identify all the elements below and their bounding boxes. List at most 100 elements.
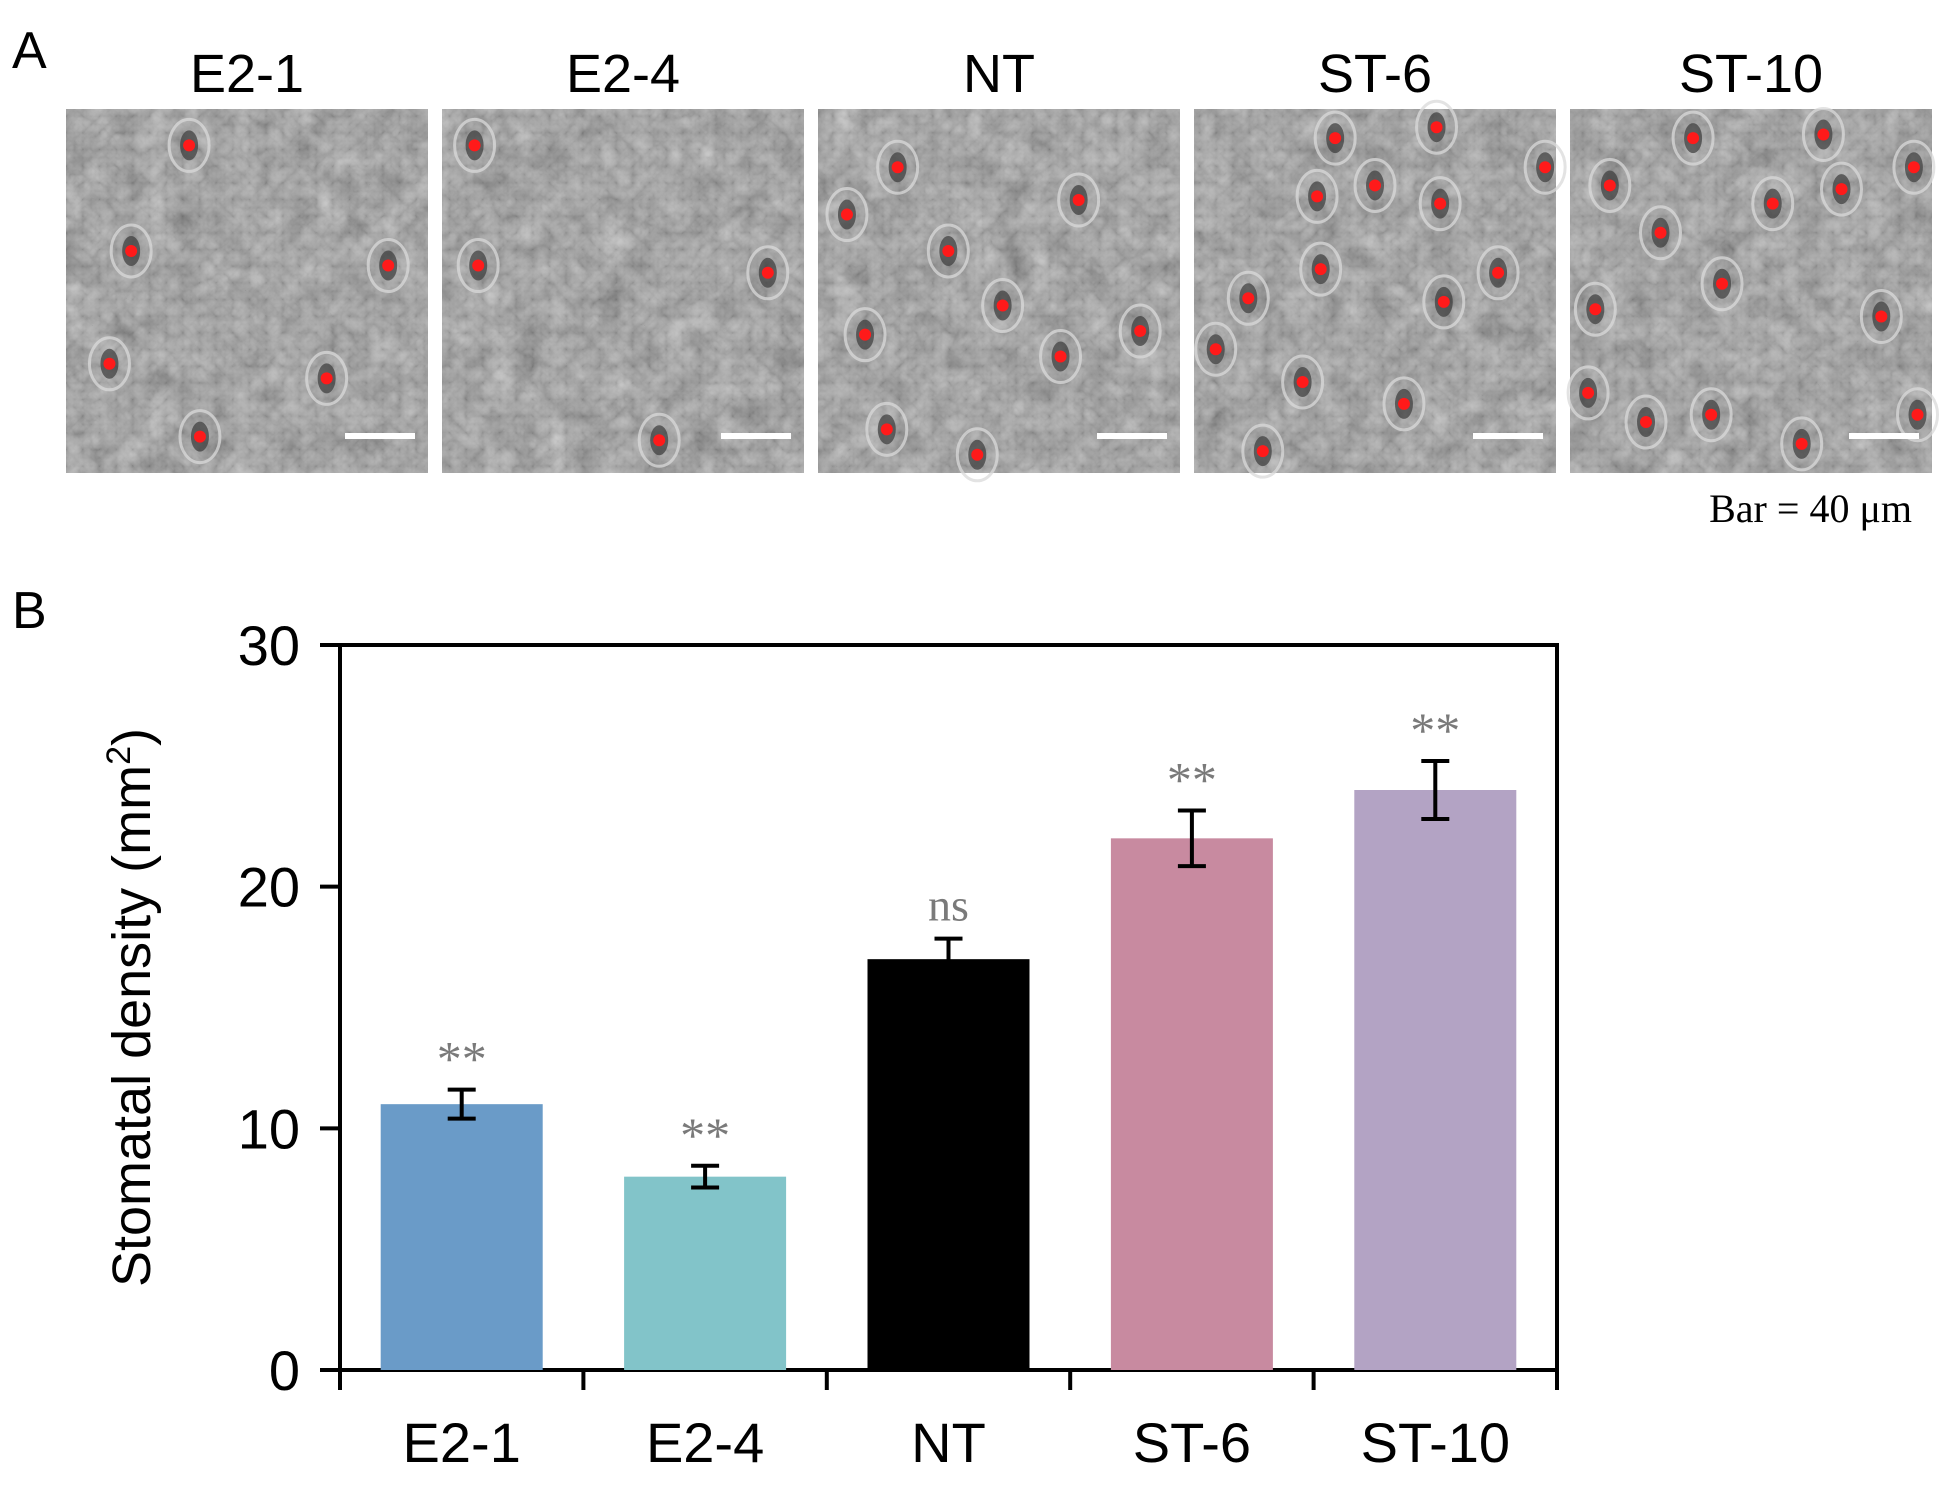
- sem-image-label: ST-6: [1318, 44, 1432, 104]
- stoma-marker: [1603, 179, 1616, 192]
- stoma-marker: [1311, 190, 1324, 203]
- stoma-marker: [942, 244, 955, 257]
- stoma-ring: [1671, 110, 1715, 166]
- sem-image-ridges: [1570, 109, 1932, 473]
- stoma-marker: [1817, 128, 1830, 141]
- stoma-marker: [1296, 376, 1309, 388]
- stoma-ring: [1226, 270, 1270, 326]
- stoma-marker: [468, 139, 481, 152]
- stoma-marker: [1654, 226, 1667, 239]
- stoma-ring: [1566, 365, 1610, 421]
- sem-image-ridges: [442, 109, 804, 473]
- sem-image-st-10: ST-10: [1566, 44, 1940, 473]
- stoma-ring: [1573, 281, 1617, 337]
- stoma-ring: [1751, 176, 1795, 232]
- stoma-marker: [1492, 266, 1505, 279]
- stoma-ring: [1194, 321, 1238, 377]
- bar-e2-4: [624, 1176, 787, 1370]
- stoma-marker: [193, 430, 206, 443]
- stoma-marker: [1716, 277, 1729, 290]
- y-tick-label: 10: [238, 1097, 300, 1160]
- stoma-ring: [1039, 329, 1083, 385]
- bar-e2-1: [380, 1104, 543, 1370]
- stoma-ring: [109, 223, 153, 279]
- stoma-ring: [637, 412, 681, 468]
- stoma-marker: [1072, 194, 1085, 206]
- y-tick-label: 0: [269, 1339, 300, 1402]
- x-tick-label-st-10: ST-10: [1361, 1411, 1510, 1474]
- x-tick-label-st-6: ST-6: [1133, 1411, 1251, 1474]
- panel-a-letter: A: [12, 22, 47, 80]
- stoma-marker: [1430, 121, 1443, 134]
- stoma-marker: [1434, 197, 1447, 210]
- stoma-marker: [1539, 161, 1552, 174]
- stoma-marker: [382, 259, 395, 272]
- sem-image-st-6: ST-6: [1194, 44, 1567, 479]
- stoma-ring: [1299, 241, 1343, 297]
- stoma-ring: [1892, 139, 1936, 195]
- stoma-ring: [87, 336, 131, 392]
- stoma-ring: [1523, 139, 1567, 195]
- stoma-ring: [1820, 161, 1863, 217]
- sem-image-label: E2-1: [190, 44, 304, 104]
- stoma-marker: [996, 299, 1009, 312]
- stoma-ring: [981, 278, 1025, 334]
- stoma-marker: [1589, 303, 1602, 316]
- sem-image-e2-4: E2-4: [442, 44, 804, 473]
- stoma-ring: [1689, 387, 1733, 443]
- significance-label-st-10: **: [1410, 702, 1460, 758]
- sem-image-ridges: [66, 109, 428, 473]
- sem-image-row: E2-1 E2-4 NT ST-6 ST-10: [66, 44, 1940, 483]
- stoma-marker: [472, 259, 485, 272]
- sem-image-label: NT: [963, 44, 1035, 104]
- stoma-ring: [876, 139, 920, 195]
- y-tick-label: 30: [238, 614, 300, 677]
- stoma-ring: [1624, 394, 1668, 450]
- stoma-ring: [1415, 99, 1459, 155]
- significance-label-e2-4: **: [680, 1107, 730, 1163]
- sem-image-ridges: [818, 109, 1180, 473]
- x-tick-label-nt: NT: [911, 1411, 986, 1474]
- stoma-ring: [1639, 205, 1682, 261]
- stoma-ring: [1118, 303, 1162, 359]
- stoma-ring: [865, 401, 909, 457]
- stoma-marker: [183, 139, 196, 152]
- significance-label-st-6: **: [1167, 752, 1217, 808]
- stoma-marker: [971, 448, 984, 461]
- panel-b-letter: B: [12, 582, 47, 640]
- stoma-marker: [1582, 386, 1595, 399]
- stoma-ring: [305, 350, 349, 406]
- stoma-ring: [456, 238, 500, 294]
- stoma-marker: [1134, 325, 1147, 338]
- stoma-ring: [167, 117, 211, 173]
- x-tick-label-e2-1: E2-1: [403, 1411, 521, 1474]
- stoma-marker: [1640, 416, 1653, 429]
- sem-image-label: ST-10: [1679, 44, 1823, 104]
- stoma-marker: [1242, 292, 1255, 305]
- scale-bar: [1473, 433, 1543, 439]
- stoma-marker: [1209, 343, 1222, 356]
- sem-image-nt: NT: [818, 44, 1180, 483]
- stoma-ring: [1241, 423, 1285, 479]
- stoma-ring: [843, 307, 887, 363]
- stoma-ring: [1588, 157, 1632, 213]
- stoma-marker: [1397, 397, 1410, 410]
- stoma-marker: [1795, 437, 1808, 450]
- stoma-marker: [1687, 132, 1700, 145]
- stoma-marker: [840, 208, 853, 221]
- stoma-ring: [1295, 168, 1339, 224]
- stoma-ring: [1281, 354, 1325, 410]
- stoma-marker: [1835, 183, 1848, 196]
- stoma-ring: [1896, 387, 1940, 443]
- stoma-marker: [1054, 350, 1067, 363]
- stoma-marker: [103, 357, 116, 370]
- y-tick-label: 20: [238, 856, 300, 919]
- stoma-ring: [1353, 157, 1397, 213]
- bar-chart: 0 10 20 30 Stomatal density (mm2) ** E2-1 ** E2-…: [100, 614, 1559, 1474]
- scale-bar-label: Bar = 40 μm: [1709, 486, 1912, 531]
- stoma-marker: [1369, 179, 1381, 192]
- stoma-ring: [746, 245, 790, 301]
- stoma-ring: [825, 187, 869, 243]
- stoma-ring: [1313, 110, 1357, 166]
- bar-st-10: [1354, 790, 1517, 1370]
